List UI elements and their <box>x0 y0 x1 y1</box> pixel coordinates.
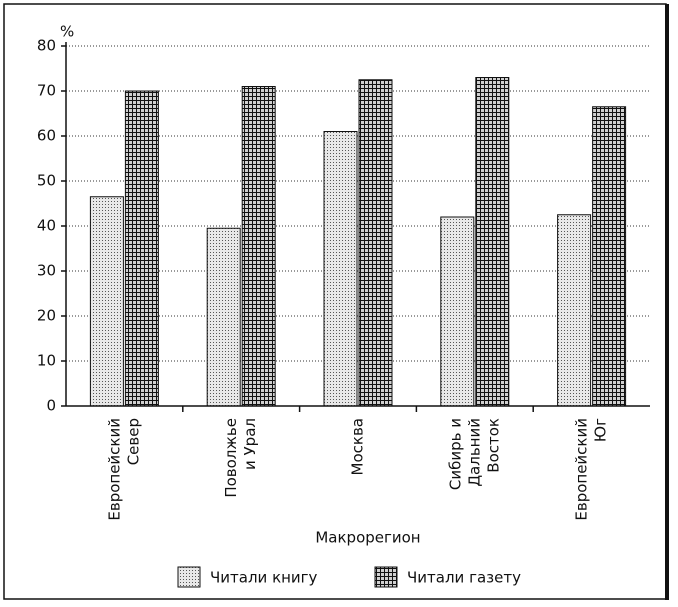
y-tick-label: 20 <box>37 307 56 325</box>
y-tick-label: 50 <box>37 172 56 190</box>
x-tick-label: Москва <box>349 418 367 475</box>
bar <box>358 79 393 407</box>
x-tick-label: Сибирь и <box>446 418 464 490</box>
x-tick-label: Европейский <box>105 418 123 521</box>
y-tick-label: 60 <box>37 127 56 145</box>
x-tick-label: Европейский <box>573 418 591 521</box>
bar <box>440 216 475 407</box>
y-tick-label: 70 <box>37 82 56 100</box>
x-tick-label: Восток <box>484 418 502 473</box>
y-tick-label: 80 <box>37 37 56 55</box>
x-tick-label: и Урал <box>241 418 259 470</box>
bar <box>89 196 124 407</box>
bar <box>557 214 592 407</box>
bar <box>241 86 276 407</box>
y-tick-label: 0 <box>46 397 56 415</box>
y-axis-label: % <box>60 23 74 41</box>
x-tick-label: Юг <box>592 418 610 442</box>
bar <box>124 90 159 407</box>
legend-label: Читали газету <box>407 569 521 587</box>
x-tick-label: Дальний <box>465 418 483 487</box>
x-axis-label: Макрорегион <box>315 529 420 547</box>
x-tick-label: Север <box>124 418 142 465</box>
legend-swatch <box>177 566 201 588</box>
bar <box>206 227 241 407</box>
bar <box>323 131 358 407</box>
y-tick-label: 10 <box>37 352 56 370</box>
legend-label: Читали книгу <box>210 569 318 587</box>
y-tick-label: 30 <box>37 262 56 280</box>
y-tick-label: 40 <box>37 217 56 235</box>
legend-swatch <box>374 566 398 588</box>
bar <box>475 77 510 407</box>
bar <box>592 106 627 407</box>
x-tick-label: Поволжье <box>222 418 240 498</box>
